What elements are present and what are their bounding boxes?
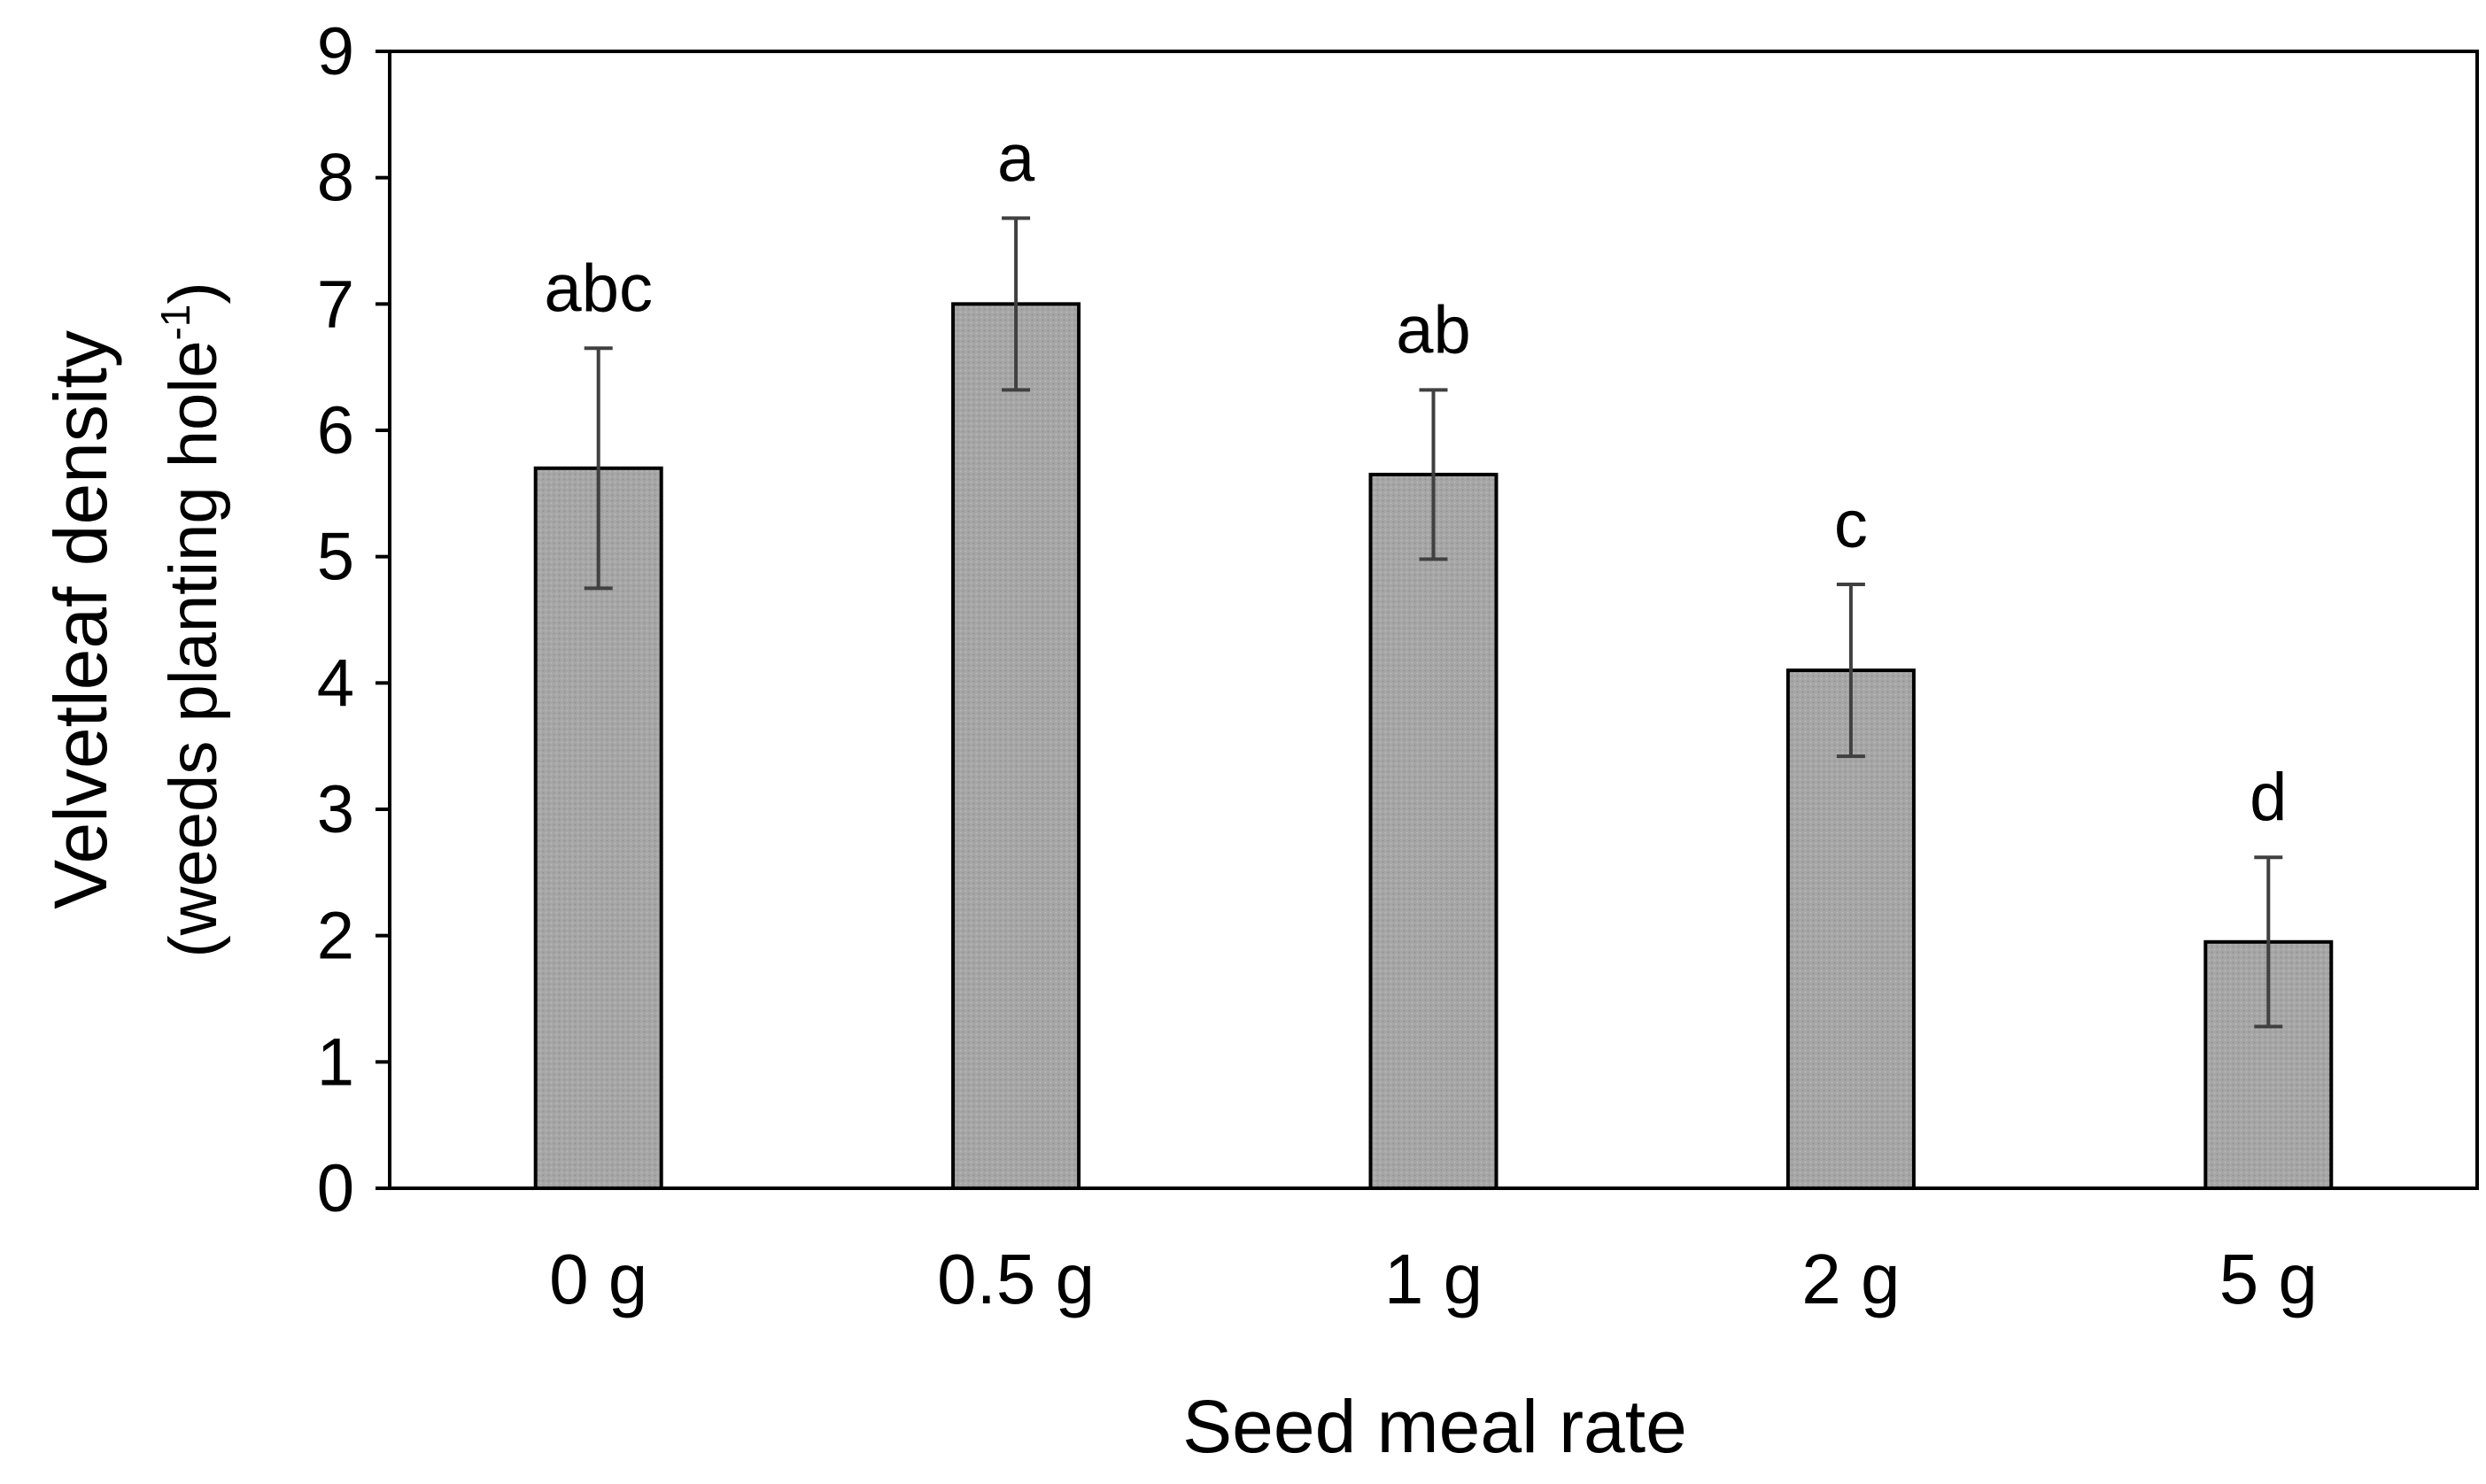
significance-letter: ab <box>1396 292 1471 367</box>
bar <box>951 302 1081 1191</box>
y-tick-label: 8 <box>317 141 354 216</box>
y-tick-label: 5 <box>317 520 354 595</box>
y-tick-label: 9 <box>317 14 354 89</box>
y-axis-title-superscript: -1 <box>152 305 198 341</box>
x-tick-label: 0 g <box>549 1240 647 1318</box>
y-tick-label: 3 <box>317 772 354 847</box>
bar <box>1368 472 1499 1190</box>
x-tick-label: 5 g <box>2219 1240 2318 1318</box>
y-axis-title-line1: Velvetleaf density <box>39 330 122 909</box>
y-tick-label: 7 <box>317 267 354 342</box>
y-axis-title-unit: (weeds planting hole <box>156 341 231 958</box>
y-axis: 0 1 2 3 4 5 6 7 8 9 <box>317 14 390 1226</box>
significance-letter: a <box>997 120 1035 196</box>
y-tick-label: 0 <box>317 1151 354 1226</box>
y-tick-label: 4 <box>317 645 354 721</box>
significance-letter: abc <box>544 251 653 326</box>
y-axis-title-close-paren: ) <box>156 282 231 304</box>
y-tick-label: 6 <box>317 393 354 468</box>
significance-letter: d <box>2250 760 2287 835</box>
y-tick-label: 2 <box>317 899 354 974</box>
x-tick-label: 0.5 g <box>937 1240 1095 1318</box>
significance-letter: c <box>1834 487 1868 562</box>
y-tick-label: 1 <box>317 1024 354 1100</box>
x-axis: 0 g 0.5 g 1 g 2 g 5 g <box>549 1240 2318 1318</box>
x-tick-label: 2 g <box>1801 1240 1900 1318</box>
y-axis-title-line2: (weeds planting hole-1) <box>152 282 231 957</box>
error-bars-group <box>584 216 2283 1029</box>
x-axis-title: Seed meal rate <box>1182 1385 1687 1468</box>
x-tick-label: 1 g <box>1384 1240 1483 1318</box>
